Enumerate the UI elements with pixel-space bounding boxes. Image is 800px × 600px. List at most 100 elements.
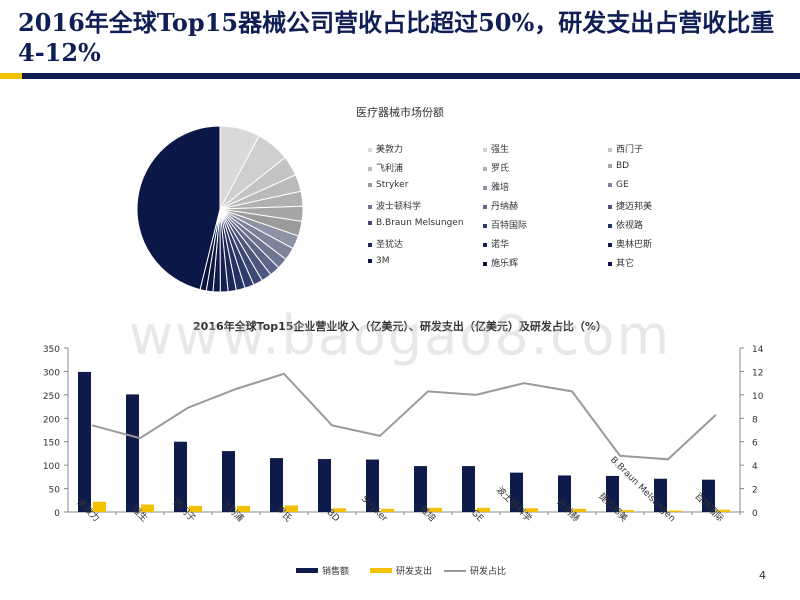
pie-legend-item: 圣犹达 [368,237,403,250]
bar-rd [669,510,682,512]
left-tick-label: 250 [43,392,60,402]
legend-swatch [368,258,372,263]
legend-label: 其它 [616,259,635,269]
legend-swatch [483,204,487,209]
legend-label: 诺华 [491,240,510,250]
left-tick-label: 100 [43,462,60,472]
bar-rd [333,508,346,512]
bar-rd [93,501,106,512]
bar-rd [189,505,202,512]
bar-sales [318,459,331,512]
legend-label: 丹纳赫 [491,202,519,212]
watermark: www.baogao8.com [128,304,672,367]
left-tick-label: 200 [43,415,60,425]
bar-sales [270,458,283,512]
pie-legend-item: Stryker [368,180,408,190]
bar-sales [462,466,475,512]
slide-title: 2016年全球Top15器械公司营收占比超过50%，研发支出占营收比重4-12% [18,8,775,67]
pie-legend-item: 雅培 [483,180,509,193]
bar-sales [78,371,91,512]
legend-label: 圣犹达 [376,240,404,250]
left-tick-label: 50 [49,486,61,496]
legend-swatch [608,182,612,187]
pie-legend-item: 强生 [483,142,509,155]
pie-legend-item: B.Braun Melsungen [368,218,464,228]
legend-swatch [368,182,372,187]
right-tick-label: 14 [752,345,764,355]
legend-swatch [483,185,487,190]
bar-rd [429,507,442,512]
legend-label: BD [616,161,630,171]
legend-label: 研发占比 [470,565,506,577]
left-tick-label: 0 [54,509,60,519]
bar-rd [525,508,538,512]
legend-swatch [483,261,487,266]
legend-label: Stryker [376,180,409,190]
pie-chart [136,125,304,292]
right-tick-label: 8 [752,415,758,425]
title-rule [0,73,800,79]
pie-legend-item: 飞利浦 [368,161,403,174]
pie-legend-item: 依视路 [608,218,643,231]
legend-swatch [296,568,318,573]
legend-swatch [370,568,392,573]
legend-label: 依视路 [616,221,644,231]
left-tick-label: 150 [43,439,60,449]
left-tick-label: 350 [43,345,60,355]
legend-label: 研发支出 [396,565,432,577]
legend-label: 奥林巴斯 [616,240,653,250]
bar-line-chart: 2016年全球Top15企业营业收入（亿美元）、研发支出（亿美元）及研发占比（%… [43,319,764,577]
legend-label: 销售额 [322,565,349,577]
legend-label: GE [616,180,629,190]
bar-sales [414,466,427,512]
legend-swatch [608,223,612,228]
pie-chart-title: 医疗器械市场份额 [356,106,444,119]
bar-sales [222,451,235,512]
legend-swatch [608,163,612,168]
bar-rd [477,507,490,512]
pie-legend-item: 丹纳赫 [483,199,518,212]
right-tick-label: 12 [752,368,763,378]
legend-swatch [608,147,612,152]
bar-sales [558,475,571,512]
page-number: 4 [759,569,766,582]
legend-swatch [368,242,372,247]
pie-legend-item: 其它 [608,256,634,269]
legend-swatch [483,242,487,247]
pie-legend-item: BD [608,161,629,171]
legend-label: 3M [376,256,390,266]
bar-sales [366,459,379,512]
pie-legend-item: 百特国际 [483,218,527,231]
right-tick-label: 0 [752,509,758,519]
bar-sales [174,441,187,512]
pie-legend-item: 捷迈邦美 [608,199,652,212]
bar-sales [126,394,139,512]
legend-label: B.Braun Melsungen [376,218,464,228]
pie-legend-item: 施乐辉 [483,256,518,269]
pie-slice-20 [136,125,221,291]
pie-legend-item: 波士顿科学 [368,199,421,212]
bar-rd [141,504,154,512]
legend-label: 西门子 [616,145,644,155]
right-tick-label: 4 [752,462,758,472]
bar-rd [621,510,634,512]
legend-label: 施乐辉 [491,259,519,269]
bar-sales [654,478,667,512]
bar-legend-item: 研发支出 [370,565,432,577]
pie-legend-item: GE [608,180,629,190]
legend-swatch [368,204,372,209]
legend-label: 雅培 [491,183,510,193]
bar-sales [702,479,715,512]
bar-sales [606,475,619,512]
pie-legend-item: 罗氏 [483,161,509,174]
bar-rd [285,505,298,512]
legend-label: 美敦力 [376,145,404,155]
bar-legend-item: 研发占比 [444,565,506,577]
pie-legend-item: 3M [368,256,390,266]
legend-swatch [483,223,487,228]
bar-rd [237,505,250,512]
legend-swatch [483,166,487,171]
pie-legend-item: 美敦力 [368,142,403,155]
legend-label: 百特国际 [491,221,528,231]
bar-sales [510,472,523,512]
